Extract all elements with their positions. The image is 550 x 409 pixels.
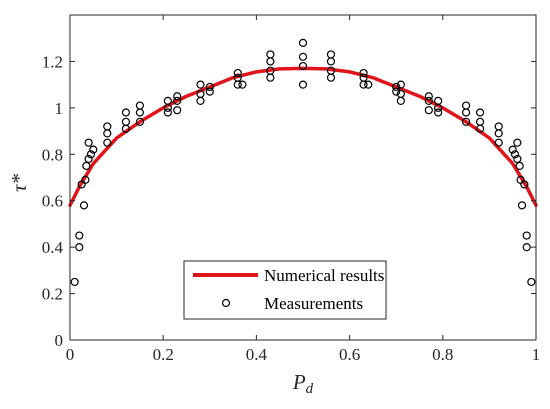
measurement-point-78: [520, 180, 529, 189]
measurement-point-72: [510, 150, 520, 159]
measurement-point-15: [121, 117, 131, 126]
measurement-point-34: [238, 80, 247, 89]
y-tick-label-6: 1.2: [42, 52, 63, 71]
y-axis-label: τ*: [7, 173, 31, 192]
measurement-point-49: [359, 68, 368, 78]
x-axis-label-main: P: [292, 370, 306, 394]
measurement-point-16: [121, 108, 131, 117]
measurement-point-25: [173, 92, 182, 101]
measurement-point-74: [513, 138, 522, 147]
measurement-point-70: [494, 122, 503, 131]
measurement-point-1: [75, 243, 84, 252]
measurement-point-17: [135, 117, 144, 126]
measurement-point-0: [70, 277, 79, 287]
measurement-point-13: [103, 122, 112, 131]
tick-layer: 0 0.2 0.4 0.6 0.8 1 0 0.2 0.4 0.6 0.8 1 1.2: [42, 15, 541, 364]
measurement-point-77: [517, 201, 527, 210]
x-tick-label-3: 0.6: [339, 345, 360, 364]
measurement-point-32: [233, 73, 242, 82]
legend-label-numerical: Numerical results: [264, 266, 384, 285]
y-tick-label-4: 0.8: [42, 145, 63, 164]
measurement-point-36: [266, 66, 275, 75]
measurement-point-51: [392, 87, 401, 96]
measurement-point-27: [196, 89, 205, 99]
x-tick-label-1: 0.2: [153, 345, 174, 364]
y-tick-label-2: 0.4: [42, 238, 64, 257]
measurement-point-55: [396, 80, 405, 89]
y-tick-label-0: 0: [55, 331, 64, 350]
measurement-point-11: [103, 138, 112, 147]
measurement-point-58: [424, 92, 433, 101]
measurement-point-59: [434, 108, 443, 117]
y-axis-label-text: τ*: [7, 173, 31, 192]
measurement-point-81: [527, 277, 536, 287]
x-axis-label-subscript: d: [306, 381, 314, 397]
measurement-point-42: [298, 38, 308, 47]
series-numerical-results-line: [68, 66, 538, 208]
x-tick-label-5: 1: [532, 345, 541, 364]
measurement-point-80: [522, 243, 531, 252]
measurement-point-57: [424, 96, 433, 105]
measurement-point-28: [196, 80, 205, 89]
measurement-point-20: [163, 108, 172, 117]
measurement-point-73: [513, 154, 522, 164]
axes-box: [69, 14, 537, 341]
measurement-point-7: [84, 154, 93, 164]
measurement-point-40: [298, 61, 308, 71]
axes-layer: [69, 14, 537, 341]
measurement-point-30: [205, 82, 214, 92]
measurement-point-79: [522, 231, 531, 240]
measurement-point-29: [205, 87, 214, 96]
measurement-point-54: [396, 89, 405, 99]
measurement-point-41: [298, 52, 308, 61]
measurement-point-4: [79, 201, 89, 210]
legend: Numerical results Measurements: [183, 260, 387, 320]
measurement-point-64: [462, 101, 471, 110]
measurement-point-2: [75, 231, 84, 240]
measurement-point-67: [475, 108, 485, 117]
measurement-point-71: [508, 145, 517, 154]
measurement-point-33: [233, 68, 242, 78]
x-axis-label: Pd: [292, 370, 314, 397]
measurement-point-38: [266, 50, 275, 59]
measurement-point-19: [135, 101, 144, 110]
measurement-point-62: [462, 117, 471, 126]
measurement-point-48: [359, 73, 368, 82]
measurement-point-22: [163, 96, 172, 105]
measurement-point-61: [434, 96, 443, 105]
y-tick-label-1: 0.2: [42, 285, 63, 304]
legend-marker-swatch: [221, 298, 231, 308]
measurement-point-52: [392, 82, 401, 92]
x-tick-label-4: 0.8: [432, 345, 453, 364]
measurement-point-44: [326, 66, 336, 75]
measurement-point-24: [173, 96, 182, 105]
x-tick-label-2: 0.4: [246, 345, 268, 364]
measurement-point-5: [81, 175, 90, 184]
y-tick-label-5: 1: [55, 99, 64, 118]
x-tick-label-0: 0: [66, 345, 75, 364]
measurement-point-39: [298, 80, 308, 89]
y-tick-label-3: 0.6: [42, 192, 63, 211]
measurement-point-75: [515, 161, 524, 170]
measurement-point-46: [326, 50, 336, 59]
measurement-point-68: [494, 138, 503, 147]
measurement-point-9: [86, 150, 96, 159]
measurement-point-66: [475, 117, 485, 126]
measurement-point-23: [173, 106, 182, 115]
measurement-point-8: [84, 138, 93, 147]
series-layer: [68, 38, 538, 287]
measurement-point-10: [89, 145, 98, 154]
legend-label-measurements: Measurements: [264, 294, 363, 313]
legend-box: [183, 260, 387, 320]
measurement-point-50: [364, 80, 373, 89]
measurement-point-6: [82, 161, 91, 170]
measurement-point-56: [424, 106, 433, 115]
